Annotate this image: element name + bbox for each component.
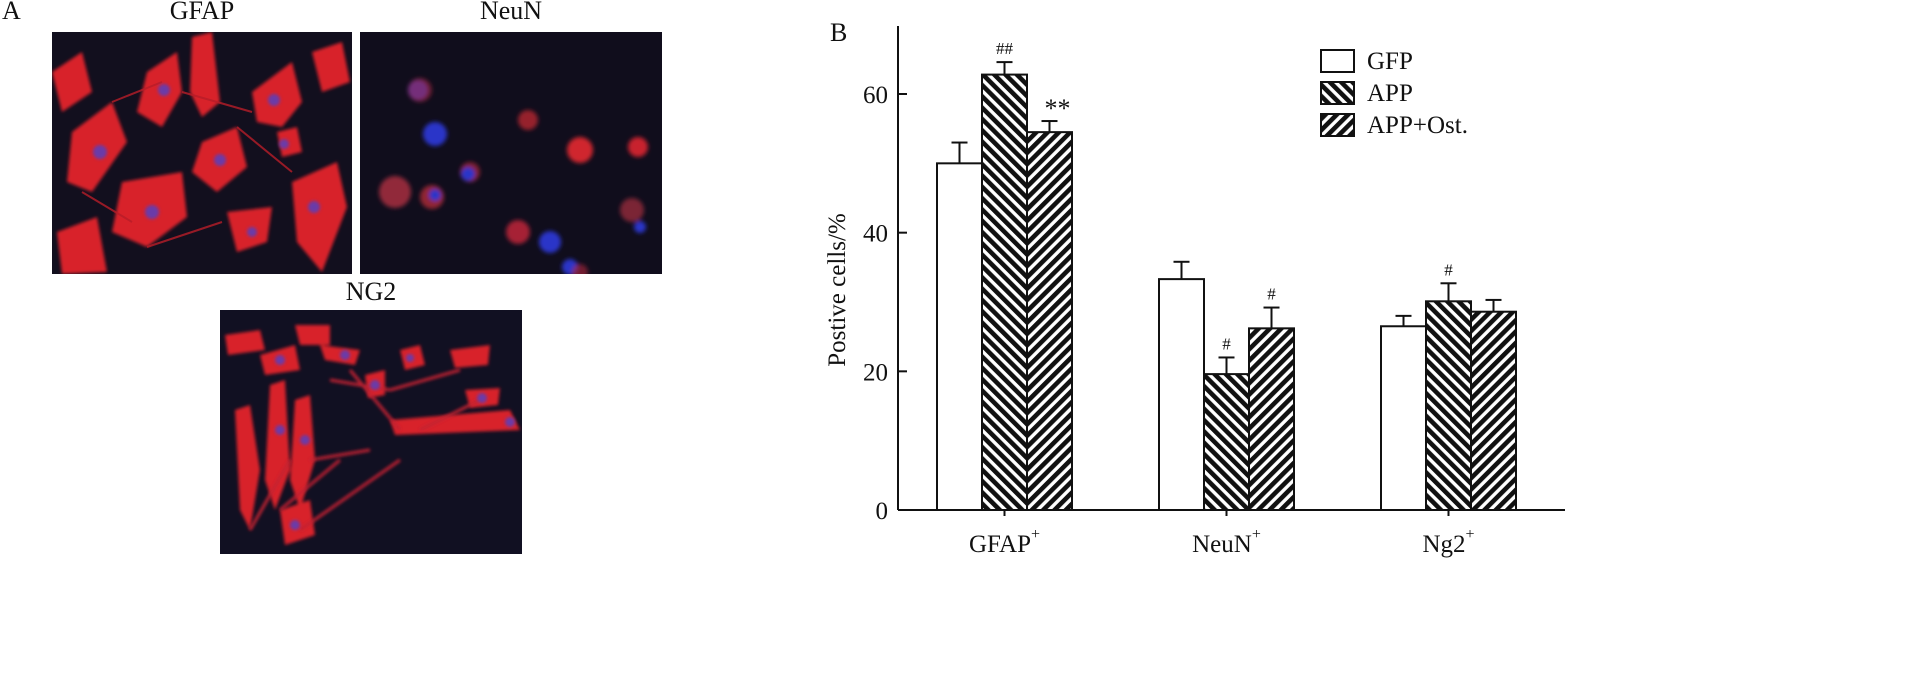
chart-legend: GFP APP APP+Ost. [1320, 48, 1468, 139]
legend-swatch [1320, 113, 1355, 137]
significance-mark: ** [1045, 94, 1071, 123]
ng2-micrograph [220, 310, 522, 554]
y-tick-label: 60 [863, 82, 888, 109]
significance-mark: # [1267, 285, 1276, 304]
legend-label: APP+Ost. [1367, 112, 1468, 139]
panel-a-label: A [2, 0, 21, 25]
neun-micrograph-art [360, 32, 662, 274]
legend-swatch [1320, 81, 1355, 105]
significance-mark: ## [996, 39, 1014, 58]
x-tick-label: Ng2+ [1422, 526, 1474, 558]
bar [1203, 373, 1250, 511]
bar [1425, 300, 1472, 511]
neun-image-title: NeuN [479, 0, 543, 25]
legend-swatch [1320, 49, 1355, 73]
neun-micrograph [360, 32, 662, 274]
y-tick-label: 40 [863, 221, 888, 248]
legend-label: GFP [1367, 48, 1413, 75]
bar [1158, 278, 1205, 511]
legend-label: APP [1367, 80, 1413, 107]
x-tick-label: GFAP+ [969, 526, 1040, 558]
x-tick-label: NeuN+ [1192, 526, 1261, 558]
gfap-micrograph [52, 32, 352, 274]
bar [1380, 325, 1427, 511]
bar [1248, 327, 1295, 512]
panel-b-label: B [830, 18, 848, 47]
ng2-micrograph-art [220, 310, 522, 554]
chart-bars: ##**### [936, 39, 1517, 512]
gfap-micrograph-art [52, 32, 352, 274]
bar [981, 73, 1028, 511]
y-axis-label: Postive cells/% [824, 213, 851, 366]
bar [1470, 310, 1517, 511]
y-tick-label: 20 [863, 359, 888, 386]
bar [1026, 131, 1073, 511]
ng2-image-title: NG2 [345, 277, 397, 306]
y-tick-label: 0 [876, 498, 889, 525]
significance-mark: # [1444, 260, 1453, 279]
gfap-image-title: GFAP [169, 0, 235, 25]
significance-mark: # [1222, 334, 1231, 353]
bar [936, 162, 983, 511]
